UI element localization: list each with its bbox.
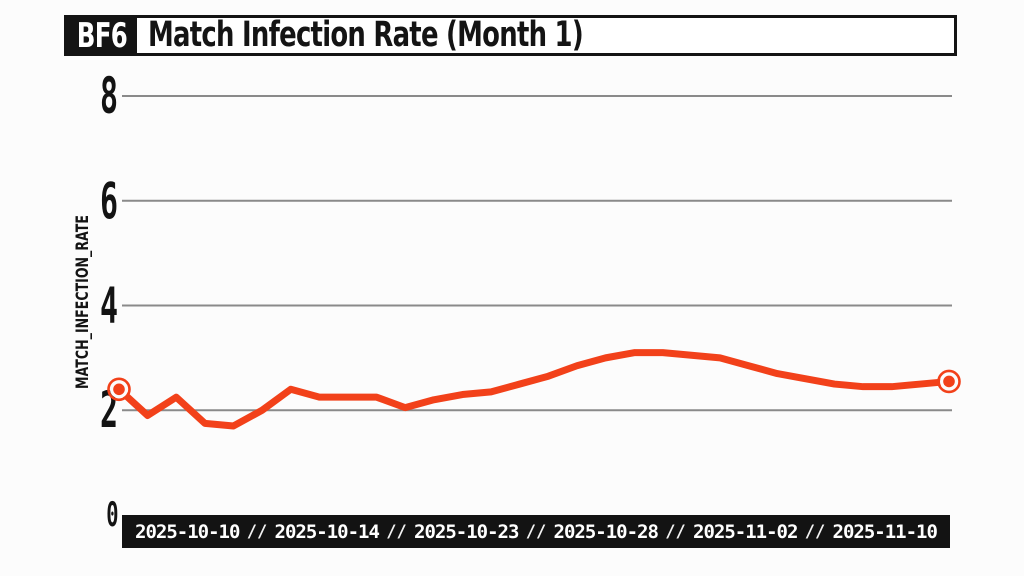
x-tick-label: 2025-10-23 <box>414 520 519 543</box>
x-tick-label: 2025-10-28 <box>553 520 659 543</box>
chart-title-bar: BF6 Match Infection Rate (Month 1) <box>64 15 957 56</box>
x-axis-label-bar: 2025-10-10 // 2025-10-14 // 2025-10-23 // 2025… <box>122 515 950 548</box>
x-tick-separator: // <box>665 521 686 542</box>
x-tick-label: 2025-11-10 <box>832 520 938 543</box>
chart-title: Match Infection Rate (Month 1) <box>137 18 736 53</box>
y-tick-label-4: 4 <box>99 276 118 335</box>
game-badge: BF6 <box>67 18 137 53</box>
x-tick-separator: // <box>246 521 268 542</box>
x-tick-separator: // <box>804 521 826 542</box>
y-tick-label-8: 8 <box>99 67 118 125</box>
series-line <box>115 349 953 430</box>
game-badge-label: BF6 <box>76 15 128 56</box>
endpoint-marker-ring <box>937 369 961 394</box>
y-tick-label-0: 0 <box>105 495 118 535</box>
y-tick-label-6: 6 <box>99 171 118 230</box>
x-tick-label: 2025-10-10 <box>135 520 240 543</box>
chart-title-text: Match Infection Rate (Month 1) <box>147 18 584 53</box>
endpoint-marker-dot <box>943 375 955 388</box>
endpoint-marker-ring <box>107 377 131 402</box>
x-tick-label: 2025-11-02 <box>693 520 798 543</box>
x-tick-separator: // <box>386 521 407 542</box>
endpoint-marker-dot <box>113 383 125 396</box>
x-tick-separator: // <box>525 521 547 542</box>
x-tick-label: 2025-10-14 <box>274 520 380 543</box>
